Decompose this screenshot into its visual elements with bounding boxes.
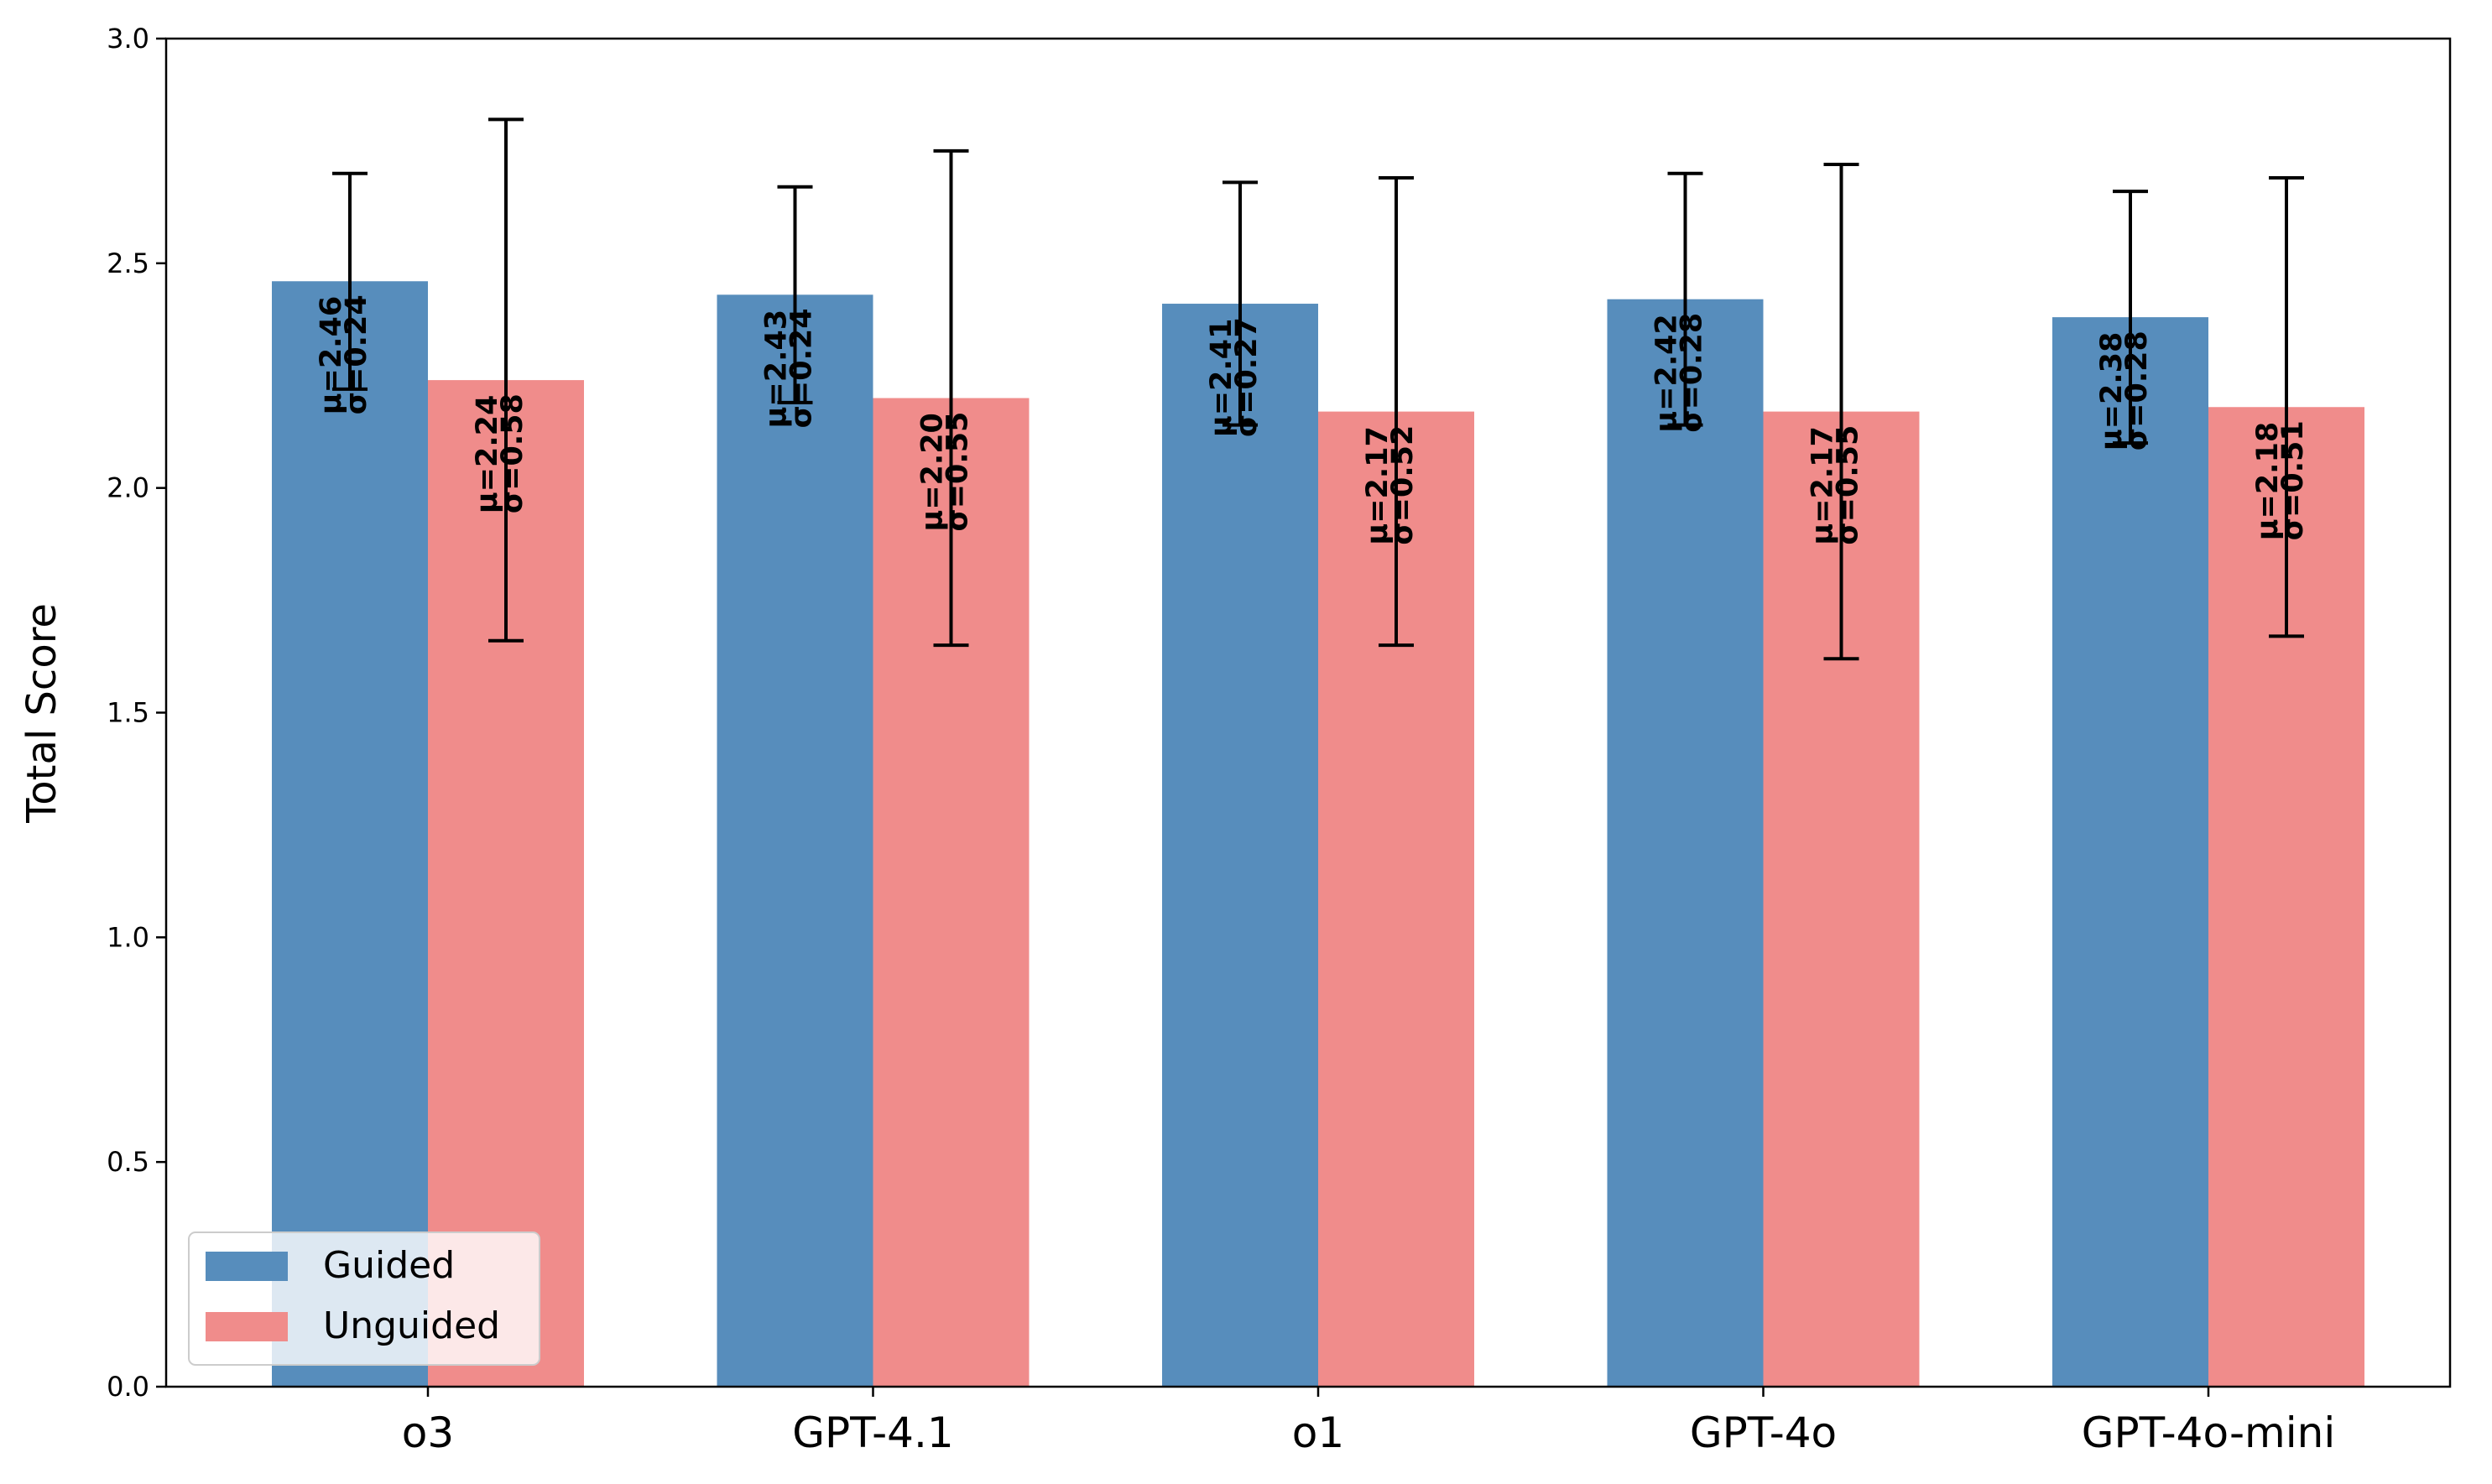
x-tick-label: GPT-4o-mini: [2082, 1408, 2335, 1457]
y-axis-title: Total Score: [18, 603, 65, 824]
bar-labels-layer: μ=2.46σ=0.24μ=2.24σ=0.58μ=2.43σ=0.24μ=2.…: [315, 294, 2310, 544]
bar-guided-gpt-4.1: [717, 294, 873, 1388]
legend-label-unguided: Unguided: [323, 1304, 500, 1347]
bar-label-unguided-gpt-4o-std: σ=0.55: [1832, 425, 1865, 545]
y-tick-label: 2.5: [107, 247, 149, 279]
bar-label-guided-o3-std: σ=0.24: [340, 294, 373, 414]
bar-label-unguided-gpt-4.1-mean: μ=2.20: [916, 413, 950, 531]
axes-layer: 0.0 0.5 1.0 1.5 2.0 2.5 3.0 o3 GPT-4.1 o1 GPT-4o GP…: [18, 23, 2452, 1457]
bar-label-guided-o1-mean: μ=2.41: [1205, 319, 1238, 437]
bar-label-unguided-gpt-4.1-std: σ=0.55: [941, 412, 975, 532]
x-tick-label: o1: [1292, 1408, 1344, 1457]
bar-label-guided-gpt-4o-std: σ=0.28: [1676, 313, 1709, 433]
y-tick-label: 1.0: [107, 921, 149, 953]
x-tick-label: o3: [402, 1408, 454, 1457]
y-tick-label: 0.0: [107, 1371, 149, 1403]
bar-label-guided-o1-std: σ=0.27: [1230, 317, 1264, 437]
bar-label-guided-gpt-4.1-mean: μ=2.43: [760, 310, 794, 428]
bar-label-unguided-o3-std: σ=0.58: [496, 393, 529, 513]
x-tick-label: GPT-4.1: [792, 1408, 953, 1457]
bar-label-unguided-o3-mean: μ=2.24: [471, 395, 504, 513]
x-tick-label: GPT-4o: [1690, 1408, 1837, 1457]
y-tick-label: 0.5: [107, 1146, 149, 1178]
y-tick-label: 2.0: [107, 472, 149, 504]
bar-label-unguided-o1-mean: μ=2.17: [1361, 426, 1395, 544]
legend-label-guided: Guided: [323, 1244, 455, 1287]
bar-label-guided-o3-mean: μ=2.46: [315, 296, 348, 414]
y-tick-label: 1.5: [107, 697, 149, 729]
legend: Guided Unguided: [188, 1231, 540, 1366]
errorbars-layer: [332, 117, 2304, 661]
legend-swatch-unguided: [206, 1312, 288, 1341]
bar-guided-gpt-4o-mini: [2052, 317, 2208, 1388]
bar-label-guided-gpt-4o-mean: μ=2.42: [1650, 314, 1684, 432]
bar-label-unguided-gpt-4o-mini-mean: μ=2.18: [2251, 422, 2285, 540]
bar-label-guided-gpt-4o-mini-mean: μ=2.38: [2095, 332, 2129, 450]
y-tick-label: 3.0: [107, 23, 149, 55]
bar-label-guided-gpt-4.1-std: σ=0.24: [785, 308, 819, 428]
bar-label-guided-gpt-4o-mini-std: σ=0.28: [2120, 331, 2154, 450]
bars-layer: [272, 281, 2364, 1388]
legend-swatch-guided: [206, 1252, 288, 1281]
bar-label-unguided-o1-std: σ=0.52: [1386, 425, 1420, 545]
bar-guided-o1: [1162, 304, 1318, 1387]
bar-guided-o3: [272, 281, 428, 1387]
bar-label-unguided-gpt-4o-mini-std: σ=0.51: [2276, 420, 2310, 540]
bar-guided-gpt-4o: [1607, 299, 1764, 1388]
bar-label-unguided-gpt-4o-mean: μ=2.17: [1806, 426, 1840, 544]
